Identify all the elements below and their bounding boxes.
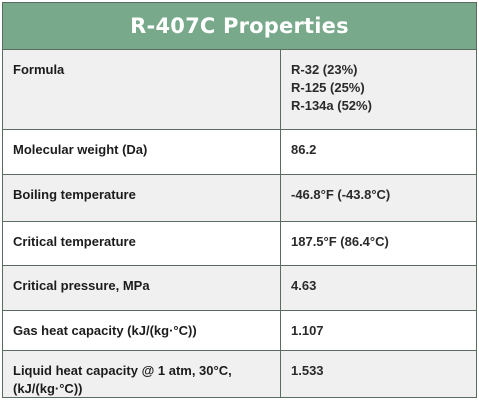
property-name: Critical pressure, MPa: [3, 266, 281, 310]
property-name: Critical temperature: [3, 222, 281, 265]
property-name: Gas heat capacity (kJ/(kg·°C)): [3, 311, 281, 350]
table-title: R-407C Properties: [130, 14, 349, 38]
property-name: Boiling temperature: [3, 175, 281, 221]
table-row-molecular-weight: Molecular weight (Da) 86.2: [3, 130, 476, 175]
property-value: 1.107: [291, 323, 324, 338]
table-row-liquid-heat-capacity: Liquid heat capacity @ 1 atm, 30°C, (kJ/…: [3, 351, 476, 397]
property-value: 4.63: [291, 278, 317, 293]
property-name: Formula: [3, 50, 281, 129]
table-row-formula: Formula R-32 (23%) R-125 (25%) R-134a (5…: [3, 50, 476, 130]
table-row-critical-pressure: Critical pressure, MPa 4.63: [3, 266, 476, 311]
table-title-bar: R-407C Properties: [3, 3, 476, 50]
value-line: R-134a (52%): [291, 98, 372, 113]
value-line: R-32 (23%): [291, 62, 358, 77]
table-row-critical-temperature: Critical temperature 187.5°F (86.4°C): [3, 222, 476, 266]
table-row-gas-heat-capacity: Gas heat capacity (kJ/(kg·°C)) 1.107: [3, 311, 476, 351]
property-value: 86.2: [291, 142, 317, 157]
value-line: R-125 (25%): [291, 80, 365, 95]
property-name: Liquid heat capacity @ 1 atm, 30°C, (kJ/…: [3, 351, 281, 397]
property-value: 1.533: [291, 363, 324, 378]
property-name: Molecular weight (Da): [3, 130, 281, 174]
property-value: 187.5°F (86.4°C): [291, 234, 389, 249]
property-value: R-32 (23%) R-125 (25%) R-134a (52%): [281, 50, 476, 129]
property-value: -46.8°F (-43.8°C): [291, 187, 391, 202]
table-row-boiling-temperature: Boiling temperature -46.8°F (-43.8°C): [3, 175, 476, 222]
